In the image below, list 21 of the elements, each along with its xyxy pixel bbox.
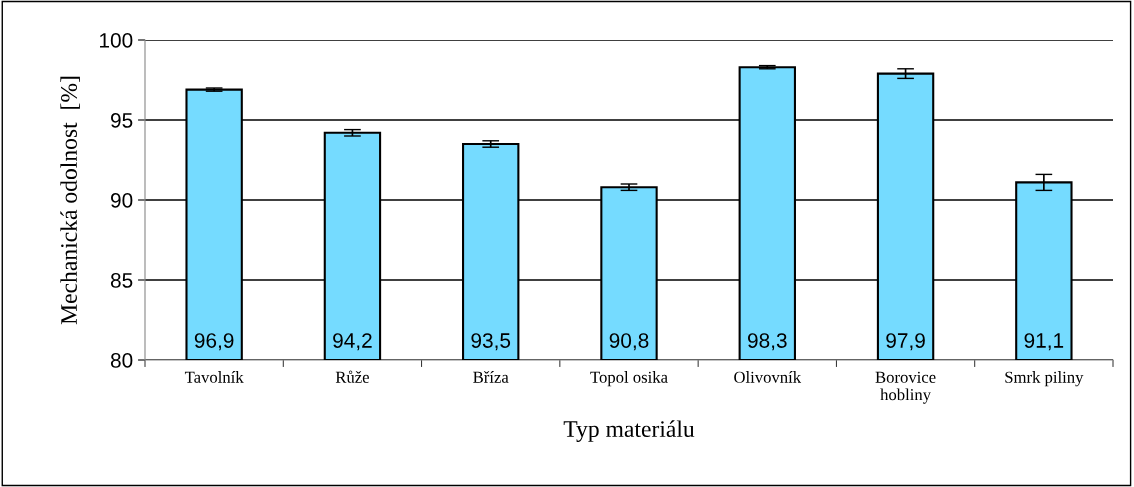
x-tick-label: Bříza xyxy=(473,371,509,383)
x-tick-label: Smrk piliny xyxy=(1005,371,1084,387)
y-tick-label: 85 xyxy=(110,273,133,288)
y-tick-label: 90 xyxy=(111,193,133,208)
y-tick-label: 80 xyxy=(110,353,133,368)
data-label: 98,3 xyxy=(747,333,787,351)
y-tick-label: 100 xyxy=(100,33,133,48)
data-label: 96,9 xyxy=(194,333,234,351)
data-label: 90,8 xyxy=(609,333,649,351)
data-label: 94,2 xyxy=(333,333,372,351)
data-label: 93,5 xyxy=(471,333,511,351)
data-label: 97,9 xyxy=(886,333,925,351)
y-axis-title: Mechanická odolnost [%] xyxy=(60,76,80,325)
x-tick-label: Tavolník xyxy=(184,371,244,383)
x-tick-label: Olivovník xyxy=(734,371,802,383)
x-tick-label: Topol osika xyxy=(590,371,668,387)
x-tick-label: Borovice hobliny xyxy=(875,371,936,404)
data-label: 91,1 xyxy=(1024,333,1064,351)
y-tick-label: 95 xyxy=(111,113,133,128)
x-tick-label: Růže xyxy=(335,370,369,383)
x-axis-title: Typ materiálu xyxy=(563,420,695,442)
